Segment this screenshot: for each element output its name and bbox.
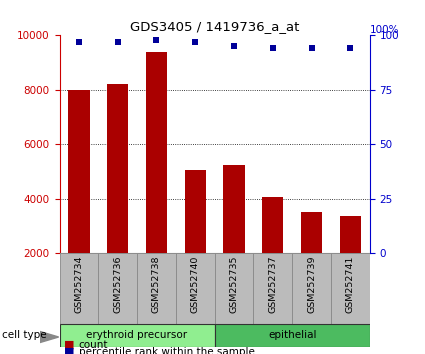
Point — [114, 39, 121, 45]
Text: GSM252740: GSM252740 — [191, 255, 200, 313]
Bar — [184, 170, 206, 253]
Text: GSM252736: GSM252736 — [113, 255, 122, 313]
Bar — [98, 253, 137, 324]
Point — [308, 46, 315, 51]
Bar — [107, 84, 128, 253]
Bar — [292, 253, 331, 324]
Bar — [215, 324, 370, 347]
Text: ■: ■ — [64, 340, 74, 350]
Bar — [137, 253, 176, 324]
Text: GSM252739: GSM252739 — [307, 255, 316, 313]
Text: GSM252737: GSM252737 — [268, 255, 277, 313]
Bar — [224, 165, 245, 253]
Text: 100%: 100% — [370, 25, 399, 35]
Text: cell type: cell type — [2, 330, 47, 341]
Bar — [215, 253, 253, 324]
Text: count: count — [79, 340, 108, 350]
Bar — [176, 253, 215, 324]
Bar — [60, 324, 215, 347]
Bar — [262, 197, 283, 253]
Text: GSM252738: GSM252738 — [152, 255, 161, 313]
Bar — [68, 90, 90, 253]
Polygon shape — [40, 331, 59, 343]
Point — [192, 39, 198, 45]
Point — [269, 46, 276, 51]
Title: GDS3405 / 1419736_a_at: GDS3405 / 1419736_a_at — [130, 20, 299, 33]
Bar — [146, 52, 167, 253]
Point — [76, 39, 82, 45]
Text: erythroid precursor: erythroid precursor — [87, 330, 187, 341]
Text: GSM252734: GSM252734 — [74, 255, 83, 313]
Text: percentile rank within the sample: percentile rank within the sample — [79, 347, 255, 354]
Bar — [331, 253, 370, 324]
Text: GSM252735: GSM252735 — [230, 255, 238, 313]
Bar — [253, 253, 292, 324]
Text: GSM252741: GSM252741 — [346, 255, 355, 313]
Bar — [340, 216, 361, 253]
Point — [153, 37, 160, 42]
Point — [231, 44, 238, 49]
Text: ■: ■ — [64, 347, 74, 354]
Bar — [60, 253, 98, 324]
Bar — [301, 212, 322, 253]
Text: epithelial: epithelial — [268, 330, 317, 341]
Point — [347, 46, 354, 51]
